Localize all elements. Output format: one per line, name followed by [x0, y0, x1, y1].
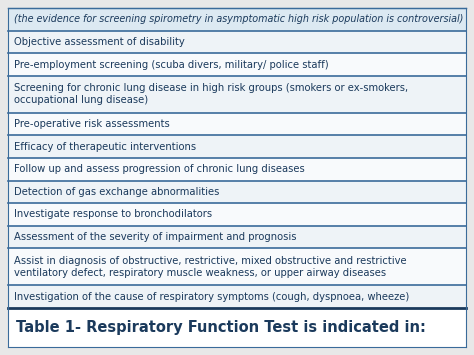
- Bar: [8, 158, 466, 181]
- Bar: [8, 285, 466, 308]
- Bar: [8, 308, 466, 347]
- Bar: [8, 181, 466, 203]
- Text: Follow up and assess progression of chronic lung diseases: Follow up and assess progression of chro…: [14, 164, 305, 174]
- Bar: [8, 113, 466, 135]
- Text: Pre-operative risk assessments: Pre-operative risk assessments: [14, 119, 170, 129]
- Text: Investigate response to bronchodilators: Investigate response to bronchodilators: [14, 209, 212, 219]
- Bar: [8, 226, 466, 248]
- Text: Assist in diagnosis of obstructive, restrictive, mixed obstructive and restricti: Assist in diagnosis of obstructive, rest…: [14, 256, 407, 278]
- Bar: [8, 76, 466, 113]
- Text: (the evidence for screening spirometry in asymptomatic high risk population is c: (the evidence for screening spirometry i…: [14, 14, 464, 24]
- Text: Assessment of the severity of impairment and prognosis: Assessment of the severity of impairment…: [14, 232, 297, 242]
- Bar: [8, 248, 466, 285]
- Bar: [8, 8, 466, 31]
- Text: Table 1- Respiratory Function Test is indicated in:: Table 1- Respiratory Function Test is in…: [16, 320, 426, 335]
- Bar: [8, 53, 466, 76]
- Text: Efficacy of therapeutic interventions: Efficacy of therapeutic interventions: [14, 142, 196, 152]
- Text: Objective assessment of disability: Objective assessment of disability: [14, 37, 185, 47]
- Text: Screening for chronic lung disease in high risk groups (smokers or ex-smokers,
o: Screening for chronic lung disease in hi…: [14, 83, 408, 105]
- Text: Detection of gas exchange abnormalities: Detection of gas exchange abnormalities: [14, 187, 219, 197]
- Text: Investigation of the cause of respiratory symptoms (cough, dyspnoea, wheeze): Investigation of the cause of respirator…: [14, 292, 409, 302]
- Bar: [8, 203, 466, 226]
- Bar: [8, 135, 466, 158]
- Text: Pre-employment screening (scuba divers, military/ police staff): Pre-employment screening (scuba divers, …: [14, 60, 328, 70]
- Bar: [8, 31, 466, 53]
